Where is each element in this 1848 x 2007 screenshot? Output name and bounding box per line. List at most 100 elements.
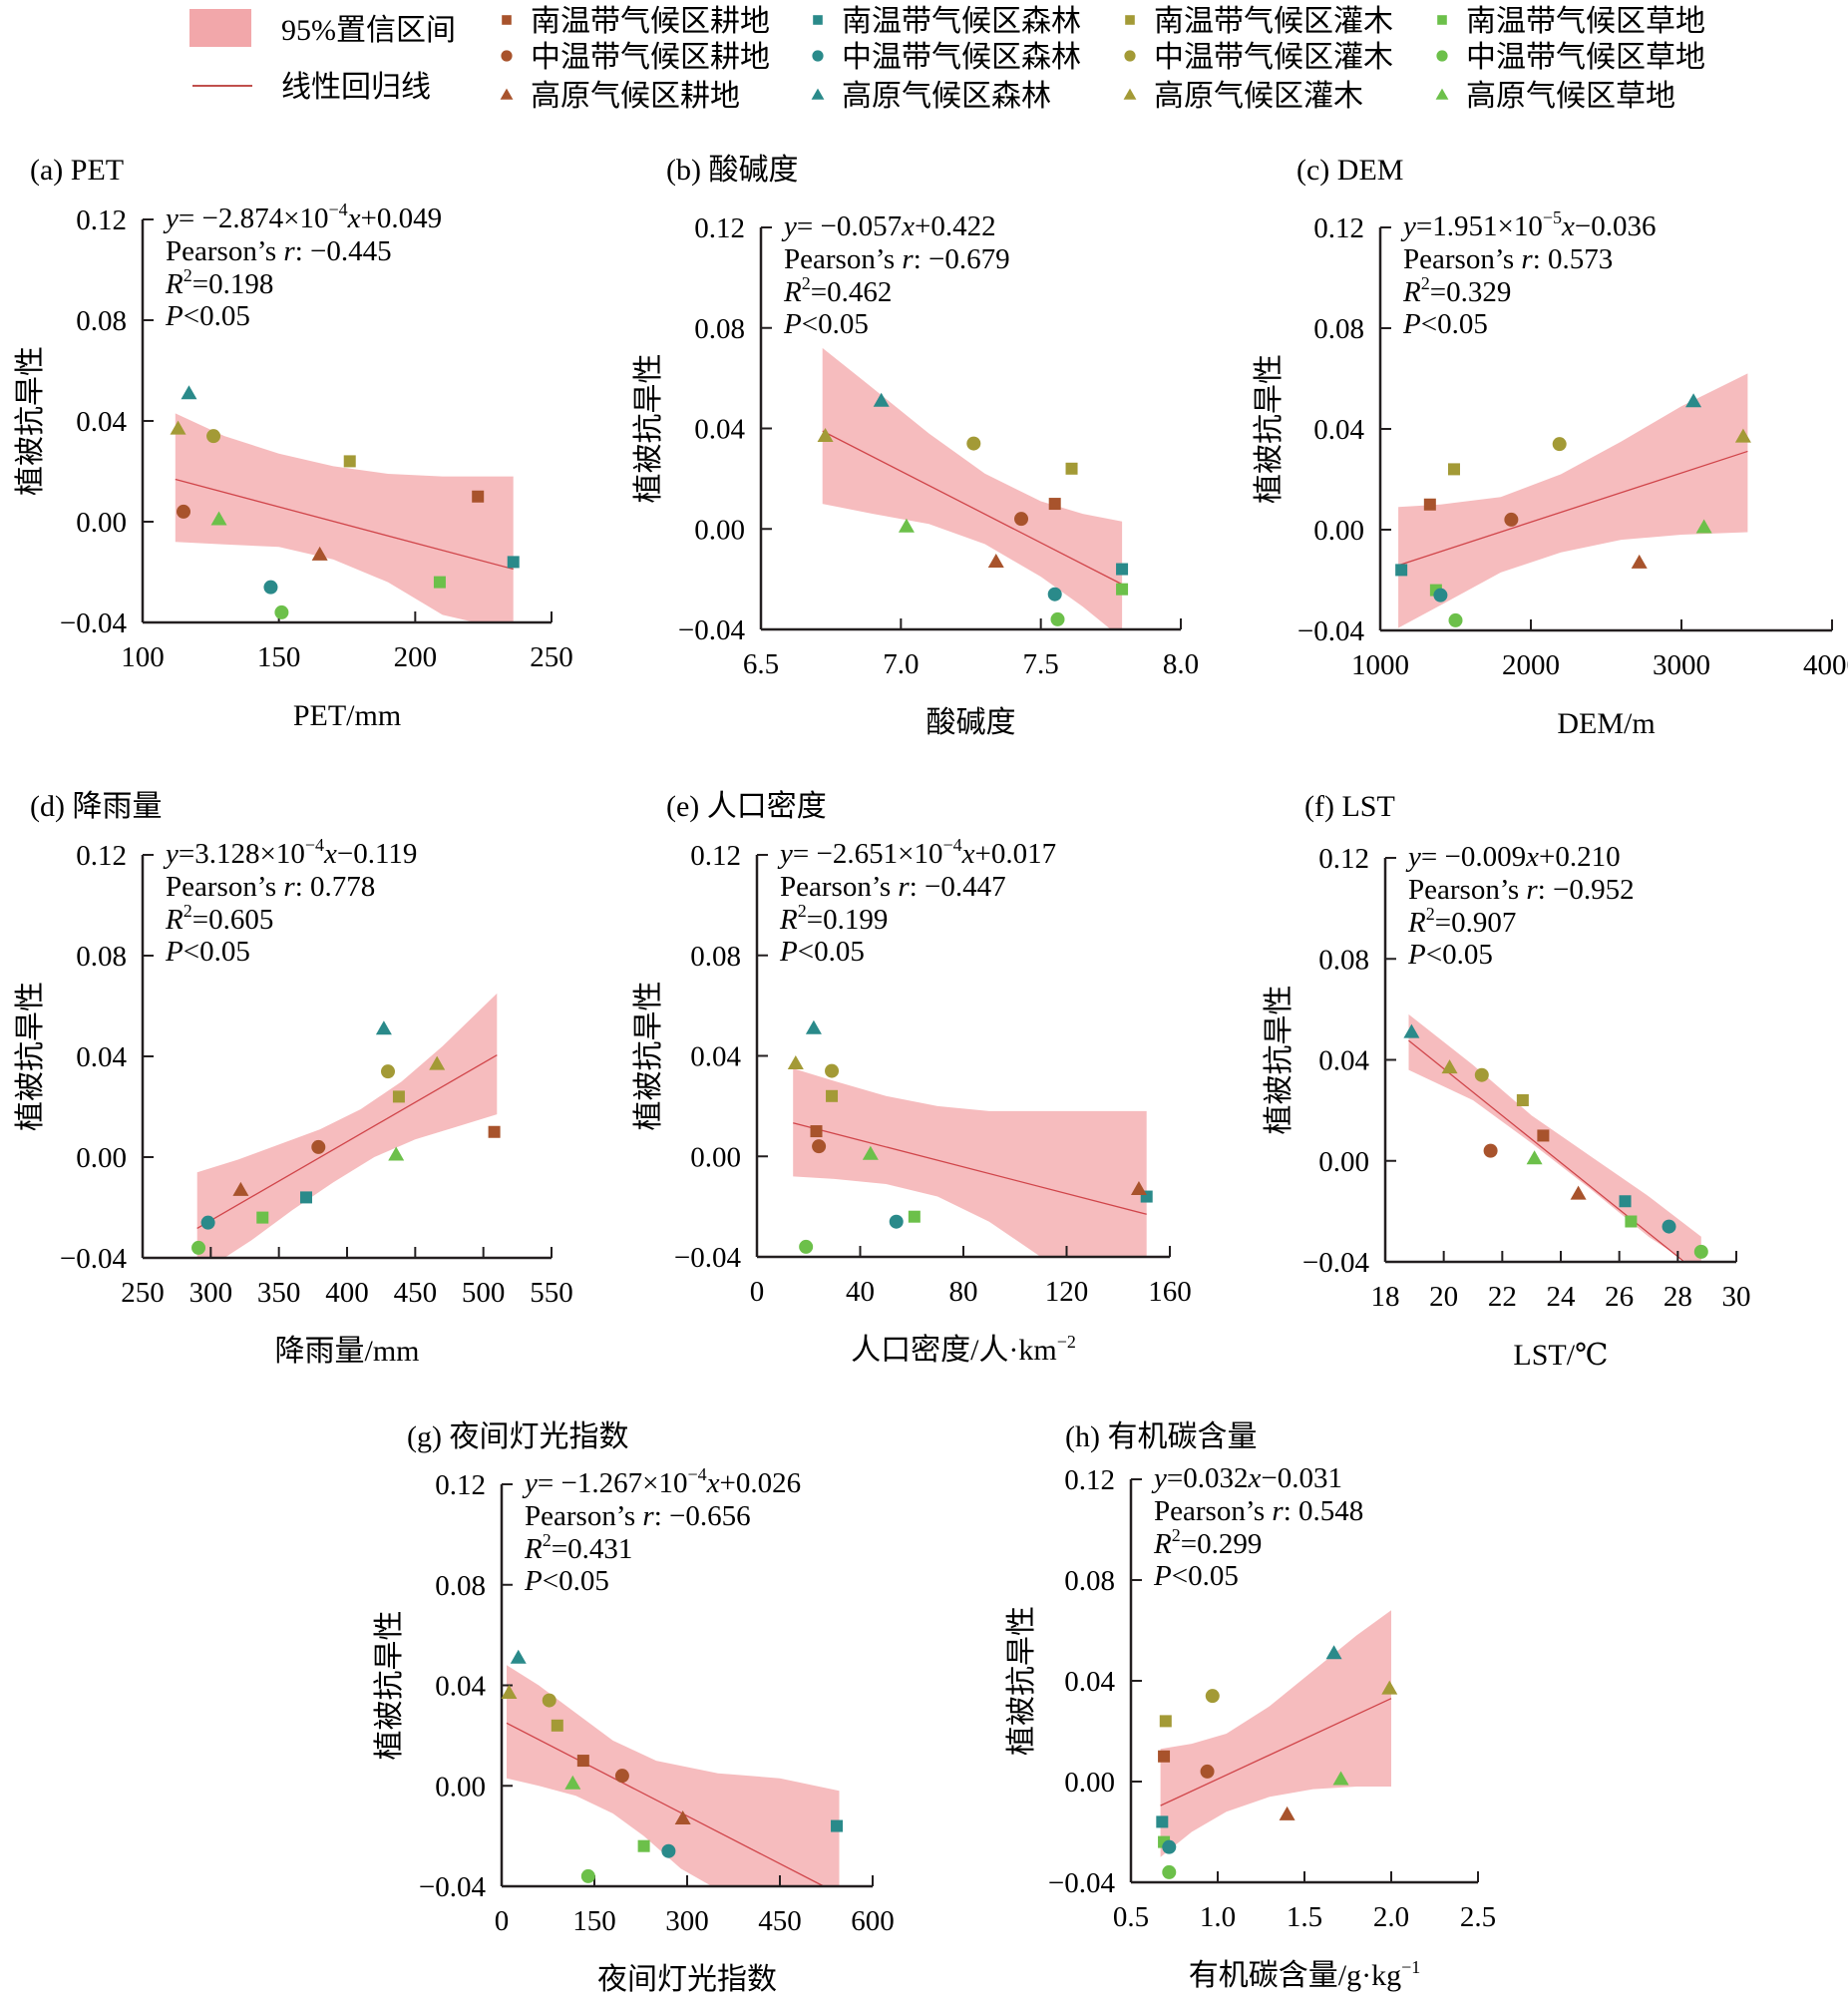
x-tick-label: 24 xyxy=(1547,1281,1577,1313)
y-tick-label: 0.00 xyxy=(1313,515,1364,547)
legend-circle-icon xyxy=(501,50,513,62)
pearson-r: Pearson’s r: −0.952 xyxy=(1408,874,1635,906)
data-point-circle xyxy=(263,580,278,595)
x-tick-label: 2.5 xyxy=(1460,1901,1496,1933)
y-tick-label: 0.00 xyxy=(435,1771,486,1803)
data-point-triangle xyxy=(817,428,834,443)
data-point-square xyxy=(1537,1129,1550,1142)
p-value: P<0.05 xyxy=(1153,1560,1239,1592)
regression-equation: y= −2.651×10−4x+0.017 xyxy=(777,835,1056,870)
data-point-circle xyxy=(825,1063,840,1078)
legend-item-label: 中温带气候区耕地 xyxy=(531,41,770,74)
data-point-circle xyxy=(311,1139,326,1154)
legend-item-label: 南温带气候区耕地 xyxy=(531,5,770,38)
y-tick-label: 0.12 xyxy=(690,840,741,872)
data-point-triangle xyxy=(170,420,186,435)
regression-line xyxy=(1160,1698,1392,1806)
y-tick-label: 0.08 xyxy=(1064,1565,1115,1597)
r-squared: R2=0.198 xyxy=(165,265,273,300)
p-value: P<0.05 xyxy=(165,936,250,968)
legend-item-label: 高原气候区森林 xyxy=(842,80,1051,113)
y-tick-label: 0.12 xyxy=(1318,843,1369,875)
regression-equation: y=1.951×10−5x−0.036 xyxy=(1400,207,1656,242)
regression-line xyxy=(196,1054,498,1229)
y-tick-label: 0.08 xyxy=(690,941,741,973)
data-point-square xyxy=(551,1719,563,1732)
p-value: P<0.05 xyxy=(524,1565,609,1597)
data-point-circle xyxy=(812,1139,827,1154)
x-tick-label: 300 xyxy=(189,1277,233,1309)
y-axis-label: 植被抗旱性 xyxy=(373,1611,406,1761)
y-tick-label: 0.08 xyxy=(1313,313,1364,345)
x-tick-label: 400 xyxy=(325,1277,369,1309)
y-tick-label: 0.00 xyxy=(1318,1146,1369,1178)
r-squared: R2=0.199 xyxy=(779,901,888,936)
x-tick-label: 200 xyxy=(394,641,438,673)
y-axis-label: 植被抗旱性 xyxy=(1005,1606,1038,1756)
legend-circle-icon xyxy=(1436,50,1448,62)
y-tick-label: 0.12 xyxy=(694,212,745,244)
p-value: P<0.05 xyxy=(1402,308,1488,340)
legend-square-icon xyxy=(1125,15,1135,25)
regression-line xyxy=(1397,450,1748,567)
data-point-triangle xyxy=(564,1775,581,1790)
data-point-square xyxy=(256,1211,269,1224)
data-point-circle xyxy=(1205,1689,1220,1704)
r-squared: R2=0.907 xyxy=(1407,904,1516,939)
y-tick-label: 0.12 xyxy=(76,204,127,236)
y-tick-label: 0.00 xyxy=(690,1141,741,1173)
data-point-square xyxy=(810,1125,823,1138)
p-value: P<0.05 xyxy=(783,308,869,340)
x-tick-label: 4000 xyxy=(1803,649,1848,681)
x-tick-label: 250 xyxy=(530,641,573,673)
x-tick-label: 26 xyxy=(1605,1281,1634,1313)
y-tick-label: 0.12 xyxy=(435,1469,486,1501)
data-point-circle xyxy=(1200,1764,1215,1779)
y-tick-label: 0.04 xyxy=(435,1671,486,1703)
y-tick-label: −0.04 xyxy=(678,614,746,646)
data-point-circle xyxy=(274,604,289,619)
x-tick-label: 150 xyxy=(572,1905,616,1937)
x-axis-label: 酸碱度 xyxy=(926,706,1016,739)
r-squared: R2=0.462 xyxy=(783,273,892,308)
data-point-circle xyxy=(381,1064,395,1079)
panel-h: (h) 有机碳含量 0.12 0.08 0.04 0.00 −0.040.5 1.0 1.5 2… xyxy=(1005,1420,1496,1992)
data-point-triangle xyxy=(805,1019,822,1034)
data-point-circle xyxy=(1662,1219,1676,1234)
x-tick-label: 250 xyxy=(121,1277,165,1309)
regression-line xyxy=(175,478,514,571)
data-point-circle xyxy=(1474,1067,1489,1082)
x-tick-label: 150 xyxy=(257,641,301,673)
pearson-r: Pearson’s r: 0.548 xyxy=(1154,1495,1363,1527)
panel-title: (c) DEM xyxy=(1296,154,1403,187)
panel-title: (b) 酸碱度 xyxy=(666,154,798,187)
x-tick-label: 0 xyxy=(495,1905,510,1937)
pearson-r: Pearson’s r: −0.656 xyxy=(525,1500,751,1532)
y-tick-label: −0.04 xyxy=(60,1243,128,1275)
x-tick-label: 120 xyxy=(1045,1276,1089,1308)
data-point-circle xyxy=(1014,512,1029,527)
regression-equation: y= −0.057x+0.422 xyxy=(781,210,996,242)
ci-band xyxy=(507,1665,840,1886)
ci-band xyxy=(822,347,1123,629)
data-point-circle xyxy=(1162,1864,1177,1879)
legend-item-label: 高原气候区灌木 xyxy=(1154,80,1363,113)
ci-band xyxy=(793,1068,1147,1257)
x-tick-label: 7.0 xyxy=(883,648,919,680)
data-point-circle xyxy=(191,1240,206,1255)
y-tick-label: −0.04 xyxy=(1048,1867,1116,1899)
x-tick-label: 30 xyxy=(1722,1281,1751,1313)
x-tick-label: 80 xyxy=(949,1276,978,1308)
data-point-triangle xyxy=(232,1181,249,1196)
regression-line xyxy=(506,1722,825,1887)
p-value: P<0.05 xyxy=(165,300,250,332)
data-point-triangle xyxy=(898,518,915,533)
data-point-triangle xyxy=(787,1055,804,1070)
legend-item-label: 高原气候区草地 xyxy=(1466,80,1675,113)
data-point-triangle xyxy=(1279,1806,1295,1820)
pearson-r: Pearson’s r: −0.445 xyxy=(166,235,392,267)
data-point-square xyxy=(1625,1215,1638,1228)
data-point-square xyxy=(1619,1195,1632,1208)
